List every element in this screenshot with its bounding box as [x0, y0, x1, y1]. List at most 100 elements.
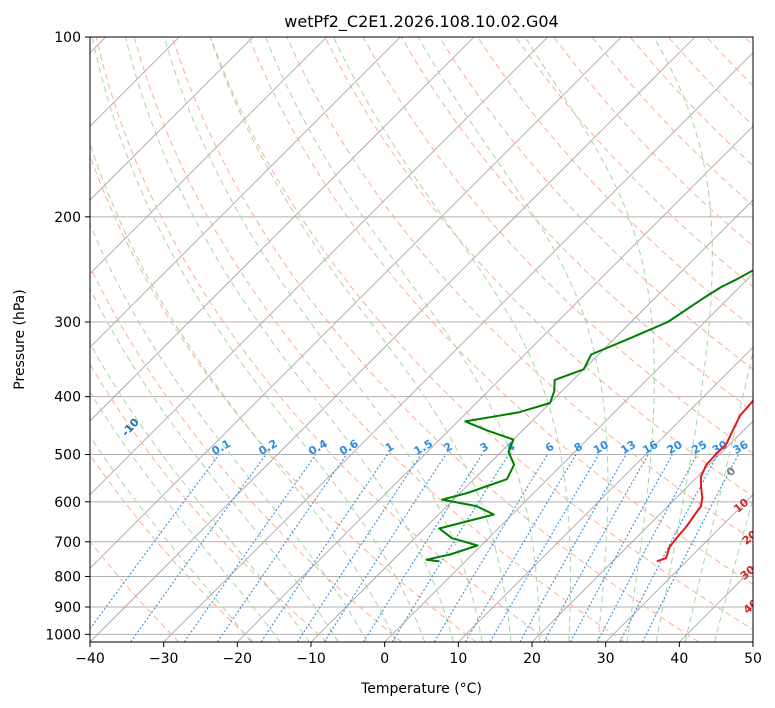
- mixing-ratio-line: [464, 454, 577, 642]
- mixing-ratio-line: [216, 454, 348, 642]
- mixing-ratio-line: [90, 454, 220, 630]
- mixing-ratio-line: [642, 454, 739, 642]
- mixing-ratio-line: [260, 454, 388, 642]
- moist-adiabat-line: [265, 37, 541, 642]
- moist-adiabat-line: [90, 287, 339, 642]
- dry-adiabat-line: [324, 37, 753, 498]
- isotherm-line: [531, 420, 753, 642]
- moist-adiabat-line: [684, 349, 753, 642]
- moist-adiabat-line: [90, 223, 368, 642]
- dry-adiabat-line: [90, 363, 328, 642]
- mixing-ratio-line: [489, 454, 600, 642]
- y-tick-label: 800: [54, 569, 81, 585]
- isotherm-line: [90, 37, 622, 569]
- dry-adiabat-line: [248, 37, 753, 586]
- mixing-ratio-label: 3: [478, 440, 491, 455]
- isotherm-line: [605, 494, 753, 642]
- x-tick-label: 10: [449, 651, 467, 667]
- isotherm-line: [90, 37, 254, 201]
- dry-adiabat-line: [477, 37, 753, 329]
- y-tick-label: 500: [54, 448, 81, 464]
- moist-adiabat-line: [714, 496, 753, 642]
- moist-adiabat-line: [90, 342, 310, 642]
- x-tick-label: 0: [380, 651, 389, 667]
- isotherm-line: [458, 346, 753, 642]
- mixing-ratio-line: [596, 454, 698, 642]
- grid-layer: 0.10.20.40.611.52346810131620253036-100-…: [90, 37, 760, 642]
- y-tick-label: 200: [54, 210, 81, 226]
- isotherm-line: [90, 37, 401, 348]
- moist-adiabat-line: [209, 37, 512, 642]
- dry-adiabat-line: [95, 37, 551, 642]
- dry-adiabat-line: [591, 37, 753, 207]
- mixing-ratio-line: [362, 454, 483, 642]
- x-tick-label: 30: [597, 651, 615, 667]
- y-axis-label: Pressure (hPa): [12, 289, 28, 389]
- dry-adiabat-line: [744, 37, 753, 47]
- dry-adiabat-line: [400, 37, 753, 412]
- isotherm-line: [90, 37, 548, 496]
- isotherm-line: [310, 199, 753, 642]
- series-layer: [425, 269, 753, 563]
- moist-adiabat-line: [163, 37, 483, 642]
- y-tick-label: 100: [54, 30, 81, 46]
- mixing-ratio-line: [130, 454, 267, 642]
- mixing-ratio-label: 1: [383, 440, 396, 455]
- x-tick-label: −10: [296, 651, 326, 667]
- chart-title: wetPf2_C2E1.2026.108.10.02.G04: [284, 12, 558, 32]
- temperature-profile-line: [656, 399, 753, 563]
- dry-adiabat-line: [133, 37, 625, 642]
- plot-frame: [89, 36, 754, 643]
- isotherm-line: [90, 37, 696, 642]
- moist-adiabat-line: [125, 37, 454, 642]
- x-tick-label: 50: [744, 651, 762, 667]
- dry-adiabat-line: [706, 37, 753, 87]
- y-tick-label: 600: [54, 495, 81, 511]
- isotherm-line: [163, 52, 753, 642]
- dry-adiabat-line: [438, 37, 753, 370]
- isotherm-line: [237, 125, 753, 642]
- dry-adiabat-line: [362, 37, 753, 455]
- mixing-ratio-label: 6: [543, 440, 556, 455]
- y-tick-label: 900: [54, 600, 81, 616]
- isotherm-line: [752, 641, 753, 642]
- y-tick-label: 400: [54, 390, 81, 406]
- mixing-ratio-line: [323, 454, 447, 642]
- dry-adiabat-line: [90, 153, 477, 642]
- x-axis-label: Temperature (°C): [360, 681, 482, 697]
- dewpoint-profile-line: [425, 269, 753, 563]
- dry-adiabat-label: -10: [119, 415, 142, 439]
- y-tick-label: 1000: [45, 627, 81, 643]
- mixing-ratio-line: [543, 454, 649, 642]
- moist-adiabat-line: [90, 435, 252, 642]
- isotherm-line: [90, 37, 475, 422]
- axes-layer: −40 −30 −20 −10 0 10 20 30 40 50 100 200 300 400 500 60…: [45, 30, 762, 667]
- mixing-ratio-line: [519, 454, 627, 642]
- dry-adiabat-line: [286, 37, 753, 541]
- dry-adiabat-line: [210, 37, 753, 631]
- dry-adiabat-line: [515, 37, 753, 288]
- moist-adiabat-label: 10: [731, 496, 751, 516]
- moist-adiabat-label: 20: [740, 528, 760, 548]
- x-tick-label: 40: [670, 651, 688, 667]
- dry-adiabat-line: [171, 37, 700, 642]
- moist-adiabat-line: [90, 142, 397, 642]
- moist-adiabat-line: [333, 37, 571, 642]
- y-tick-label: 700: [54, 535, 81, 551]
- mixing-ratio-line: [183, 454, 317, 642]
- isotherm-line: [384, 273, 753, 642]
- dry-adiabat-line: [90, 265, 403, 642]
- x-tick-label: 20: [523, 651, 541, 667]
- moist-adiabat-label: 30: [738, 563, 758, 583]
- isotherm-line: [90, 37, 327, 275]
- mixing-ratio-line: [297, 454, 422, 642]
- isotherm-line: [679, 567, 753, 642]
- x-tick-label: −40: [75, 651, 105, 667]
- moist-adiabat-line: [524, 37, 655, 642]
- x-tick-label: −20: [223, 651, 253, 667]
- mixing-ratio-line: [569, 454, 673, 642]
- mixing-ratio-label: 2: [442, 440, 455, 455]
- x-tick-label: −30: [149, 651, 179, 667]
- dry-adiabat-line: [668, 37, 753, 127]
